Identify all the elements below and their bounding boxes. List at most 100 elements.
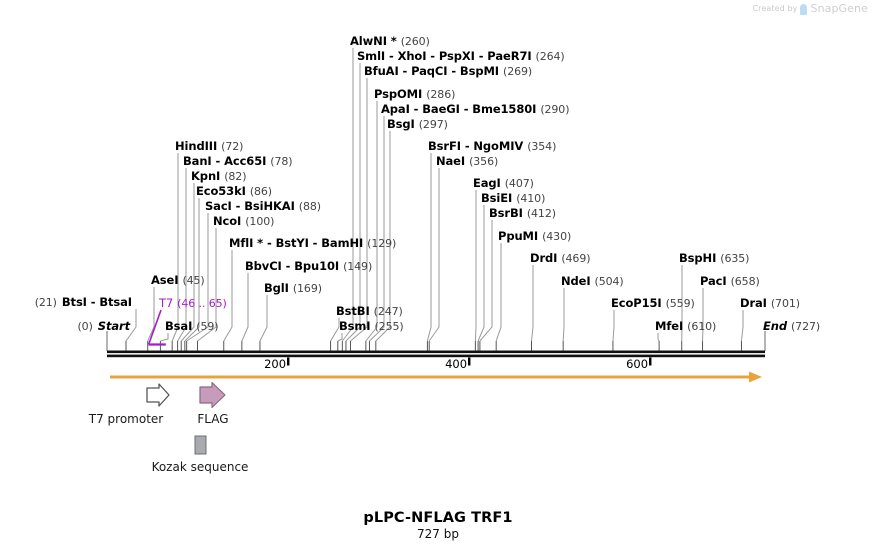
site-pos-mfli: (129) xyxy=(367,237,397,250)
leader-hindiii xyxy=(171,153,179,342)
site-pos-drai: (701) xyxy=(770,297,800,310)
site-label-alwni[interactable]: AlwNI * (260) xyxy=(350,35,430,49)
t7-primer-label[interactable]: T7 (46 .. 65) xyxy=(159,296,227,311)
site-pos-apai: (290) xyxy=(540,103,570,116)
site-label-hindiii[interactable]: HindIII (72) xyxy=(175,139,244,154)
site-label-mfei[interactable]: MfeI (610) xyxy=(655,319,716,334)
site-label-bsgi[interactable]: BsgI (297) xyxy=(387,117,448,132)
site-label-ndei[interactable]: NdeI (504) xyxy=(561,274,624,289)
site-name-mfli: MflI * - BstYI - BamHI xyxy=(229,236,364,250)
site-name-bsrfi: BsrFI - NgoMIV xyxy=(428,139,524,153)
site-pos-alwni: (260) xyxy=(400,35,430,48)
leader-bani xyxy=(177,168,187,342)
leader-ndei xyxy=(562,288,565,342)
site-label-bsrbi[interactable]: BsrBI (412) xyxy=(489,206,556,221)
site-label-mfli[interactable]: MflI * - BstYI - BamHI (129) xyxy=(229,236,397,251)
end-text: End xyxy=(763,319,787,333)
leader-apai xyxy=(369,116,385,342)
leader-alwni xyxy=(341,48,354,342)
ruler-tick xyxy=(287,357,290,366)
site-label-bsphi[interactable]: BspHI (635) xyxy=(679,251,749,266)
site-pos-bsrfi: (354) xyxy=(527,140,557,153)
site-pos-bani: (78) xyxy=(270,155,293,168)
site-label-asei[interactable]: AseI (45) xyxy=(151,274,205,288)
site-name-drdi: DrdI xyxy=(530,251,558,265)
site-label-kpni[interactable]: KpnI (82) xyxy=(191,170,247,184)
leader-bsrbi xyxy=(479,220,493,342)
site-pos-smli: (264) xyxy=(535,50,565,63)
site-name-bstbi: BstBI xyxy=(336,304,370,318)
site-name-bsphi: BspHI xyxy=(679,251,717,265)
site-name-ppumi: PpuMI xyxy=(498,229,539,243)
leader-btsi xyxy=(125,309,137,342)
site-label-bani[interactable]: BanI - Acc65I (78) xyxy=(183,154,293,169)
site-label-bstbi[interactable]: BstBI (247) xyxy=(336,304,403,319)
site-pos-ncoi: (100) xyxy=(245,215,275,228)
site-pos-eco53ki: (86) xyxy=(249,185,272,198)
site-name-ncoi: NcoI xyxy=(213,214,242,228)
site-label-drai[interactable]: DraI (701) xyxy=(740,297,800,311)
site-label-bsiei[interactable]: BsiEI (410) xyxy=(481,192,546,206)
site-name-ndei: NdeI xyxy=(561,274,591,288)
site-name-saci: SacI - BsiHKAI xyxy=(205,199,295,213)
leader-bfuai xyxy=(350,78,368,342)
site-name-bsgi: BsgI xyxy=(387,117,415,131)
site-label-apai[interactable]: ApaI - BaeGI - Bme1580I (290) xyxy=(381,103,570,117)
site-label-bsmi[interactable]: BsmI (255) xyxy=(339,320,404,334)
t7-primer-name: T7 xyxy=(159,296,174,310)
leader-bsgi xyxy=(375,131,391,342)
site-label-drdi[interactable]: DrdI (469) xyxy=(530,251,591,266)
site-pos-bsiei: (410) xyxy=(516,192,546,205)
site-name-bfuai: BfuAI - PaqCI - BspMI xyxy=(364,64,499,78)
site-name-paci: PacI xyxy=(700,274,727,288)
leader-ecop15i xyxy=(612,310,615,342)
site-pos-bsgi: (297) xyxy=(418,118,448,131)
site-label-bbvci[interactable]: BbvCI - Bpu10I (149) xyxy=(245,259,372,274)
leader-pspomi xyxy=(365,101,378,342)
site-label-pspomi[interactable]: PspOMI (286) xyxy=(374,87,455,102)
snapgene-credit: Created by SnapGene xyxy=(752,2,868,15)
site-label-btsi[interactable]: (21) BtsI - BtsaI xyxy=(12,295,132,310)
site-name-mfei: MfeI xyxy=(655,319,684,333)
site-label-naei[interactable]: NaeI (356) xyxy=(436,155,498,169)
site-name-eco53ki: Eco53kI xyxy=(196,184,246,198)
site-label-smli[interactable]: SmlI - XhoI - PspXI - PaeR7I (264) xyxy=(357,50,565,64)
site-label-ecop15i[interactable]: EcoP15I (559) xyxy=(611,297,695,311)
end-pos: (727) xyxy=(790,320,821,333)
site-label-bfuai[interactable]: BfuAI - PaqCI - BspMI (269) xyxy=(364,64,532,79)
feature-caption-flag: FLAG xyxy=(197,412,229,426)
site-label-bsai[interactable]: BsaI (59) xyxy=(165,319,219,334)
site-name-pspomi: PspOMI xyxy=(374,87,423,101)
site-name-bsrbi: BsrBI xyxy=(489,206,523,220)
site-pos-hindiii: (72) xyxy=(221,140,244,153)
site-name-bsai: BsaI xyxy=(165,319,193,333)
leader-lines xyxy=(106,48,766,351)
site-label-paci[interactable]: PacI (658) xyxy=(700,274,760,289)
site-label-eagi[interactable]: EagI (407) xyxy=(473,177,534,191)
site-name-bani: BanI - Acc65I xyxy=(183,154,267,168)
site-pos-paci: (658) xyxy=(730,275,760,288)
site-label-ppumi[interactable]: PpuMI (430) xyxy=(498,229,572,244)
site-label-ncoi[interactable]: NcoI (100) xyxy=(213,214,275,229)
leader-ncoi xyxy=(197,228,217,342)
dna-backbone xyxy=(107,350,765,358)
site-name-hindiii: HindIII xyxy=(175,139,218,153)
leader-bsrfi xyxy=(426,153,432,342)
site-pos-ecop15i: (559) xyxy=(665,297,695,310)
leader-eagi xyxy=(474,190,477,342)
site-pos-saci: (88) xyxy=(298,200,321,213)
leader-asei xyxy=(147,287,155,342)
site-pos-bgli: (169) xyxy=(292,282,322,295)
site-label-eco53ki[interactable]: Eco53kI (86) xyxy=(196,184,272,199)
site-label-saci[interactable]: SacI - BsiHKAI (88) xyxy=(205,199,321,214)
site-name-bgli: BglI xyxy=(264,281,289,295)
site-pos-ndei: (504) xyxy=(594,275,624,288)
leader-smli xyxy=(345,63,361,342)
site-pos-btsi: (21) xyxy=(34,296,57,309)
site-label-bgli[interactable]: BglI (169) xyxy=(264,281,322,296)
site-pos-ppumi: (430) xyxy=(542,230,572,243)
site-name-btsi: BtsI - BtsaI xyxy=(61,295,132,309)
site-name-bbvci: BbvCI - Bpu10I xyxy=(245,259,340,273)
site-label-bsrfi[interactable]: BsrFI - NgoMIV (354) xyxy=(428,139,557,154)
